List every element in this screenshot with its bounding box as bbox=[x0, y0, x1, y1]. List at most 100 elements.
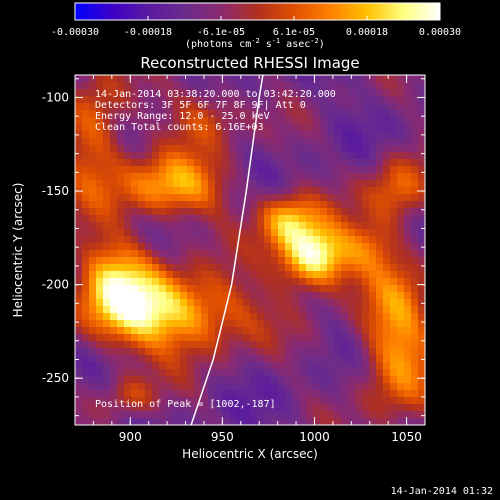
heatmap-cell bbox=[292, 292, 300, 300]
heatmap-cell bbox=[124, 243, 132, 251]
heatmap-cell bbox=[313, 236, 321, 244]
heatmap-cell bbox=[110, 369, 118, 377]
heatmap-cell bbox=[110, 348, 118, 356]
heatmap-cell bbox=[369, 187, 377, 195]
heatmap-cell bbox=[397, 348, 405, 356]
heatmap-cell bbox=[306, 404, 314, 412]
heatmap-cell bbox=[285, 236, 293, 244]
heatmap-cell bbox=[376, 138, 384, 146]
heatmap-cell bbox=[264, 222, 272, 230]
heatmap-cell bbox=[222, 152, 230, 160]
heatmap-cell bbox=[187, 124, 195, 132]
heatmap-cell bbox=[285, 180, 293, 188]
heatmap-cell bbox=[180, 341, 188, 349]
heatmap-cell bbox=[166, 75, 174, 83]
heatmap-cell bbox=[194, 264, 202, 272]
heatmap-cell bbox=[285, 264, 293, 272]
heatmap-cell bbox=[313, 271, 321, 279]
heatmap-cell bbox=[306, 131, 314, 139]
heatmap-cell bbox=[215, 313, 223, 321]
heatmap-cell bbox=[306, 348, 314, 356]
heatmap-cell bbox=[215, 327, 223, 335]
heatmap-cell bbox=[397, 299, 405, 307]
heatmap-cell bbox=[103, 243, 111, 251]
heatmap-cell bbox=[194, 166, 202, 174]
heatmap-cell bbox=[187, 355, 195, 363]
heatmap-cell bbox=[222, 327, 230, 335]
heatmap-cell bbox=[362, 96, 370, 104]
heatmap-cell bbox=[82, 243, 90, 251]
heatmap-cell bbox=[404, 292, 412, 300]
heatmap-cell bbox=[96, 306, 104, 314]
solar-limb-curve bbox=[190, 75, 264, 425]
heatmap-cell bbox=[222, 257, 230, 265]
heatmap-cell bbox=[152, 173, 160, 181]
heatmap-cell bbox=[159, 348, 167, 356]
heatmap-cell bbox=[250, 299, 258, 307]
heatmap-cell bbox=[229, 285, 237, 293]
heatmap-cell bbox=[313, 138, 321, 146]
heatmap-cell bbox=[285, 173, 293, 181]
heatmap-cell bbox=[306, 215, 314, 223]
heatmap-cell bbox=[271, 96, 279, 104]
heatmap-cell bbox=[418, 194, 425, 202]
heatmap-cell bbox=[138, 362, 146, 370]
heatmap-cell bbox=[124, 222, 132, 230]
heatmap-cell bbox=[103, 320, 111, 328]
heatmap-cell bbox=[201, 348, 209, 356]
heatmap-cell bbox=[194, 397, 202, 405]
heatmap-cell bbox=[299, 411, 307, 419]
heatmap-cell bbox=[124, 180, 132, 188]
heatmap-cell bbox=[397, 187, 405, 195]
heatmap-cell bbox=[320, 306, 328, 314]
heatmap-cell bbox=[411, 82, 419, 90]
heatmap-cell bbox=[285, 117, 293, 125]
heatmap-cell bbox=[215, 236, 223, 244]
heatmap-cell bbox=[348, 390, 356, 398]
heatmap-cell bbox=[117, 187, 125, 195]
heatmap-cell bbox=[334, 180, 342, 188]
heatmap-cell bbox=[327, 320, 335, 328]
heatmap-cell bbox=[124, 194, 132, 202]
heatmap-cell bbox=[313, 229, 321, 237]
heatmap-cell bbox=[201, 103, 209, 111]
heatmap-cell bbox=[418, 236, 425, 244]
heatmap-cell bbox=[131, 201, 139, 209]
heatmap-cell bbox=[180, 285, 188, 293]
heatmap-cell bbox=[201, 236, 209, 244]
heatmap-cell bbox=[285, 348, 293, 356]
heatmap-cell bbox=[82, 327, 90, 335]
heatmap-cell bbox=[341, 271, 349, 279]
heatmap-cell bbox=[152, 404, 160, 412]
heatmap-cell bbox=[411, 194, 419, 202]
heatmap-cell bbox=[194, 334, 202, 342]
heatmap-cell bbox=[117, 362, 125, 370]
heatmap-cell bbox=[285, 362, 293, 370]
heatmap-cell bbox=[187, 292, 195, 300]
heatmap-cell bbox=[159, 320, 167, 328]
heatmap-cell bbox=[341, 278, 349, 286]
heatmap-cell bbox=[131, 320, 139, 328]
heatmap-cell bbox=[418, 215, 425, 223]
heatmap-cell bbox=[166, 152, 174, 160]
heatmap-cell bbox=[250, 257, 258, 265]
heatmap-cell bbox=[124, 362, 132, 370]
heatmap-cell bbox=[320, 362, 328, 370]
heatmap-cell bbox=[124, 131, 132, 139]
heatmap-cell bbox=[131, 257, 139, 265]
heatmap-cell bbox=[152, 418, 160, 425]
heatmap-cell bbox=[173, 117, 181, 125]
heatmap-cell bbox=[103, 75, 111, 83]
heatmap-cell bbox=[236, 376, 244, 384]
heatmap-cell bbox=[152, 299, 160, 307]
heatmap-cell bbox=[257, 278, 265, 286]
heatmap-cell bbox=[201, 208, 209, 216]
heatmap-cell bbox=[166, 285, 174, 293]
heatmap-cell bbox=[341, 89, 349, 97]
heatmap-cell bbox=[103, 152, 111, 160]
heatmap-cell bbox=[187, 376, 195, 384]
heatmap-cell bbox=[159, 397, 167, 405]
heatmap-cell bbox=[180, 390, 188, 398]
heatmap-cell bbox=[124, 103, 132, 111]
heatmap-cell bbox=[404, 166, 412, 174]
